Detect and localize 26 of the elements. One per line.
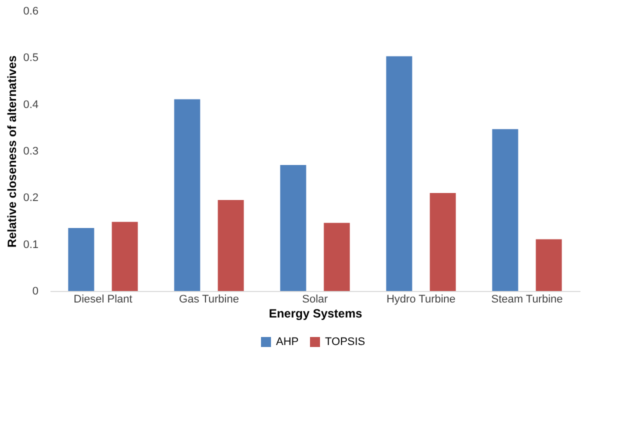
bar xyxy=(536,239,562,291)
bar xyxy=(174,99,200,291)
y-tick-label: 0.4 xyxy=(23,98,38,111)
y-tick-label: 0.3 xyxy=(23,146,38,158)
legend-label: TOPSIS xyxy=(325,336,366,348)
bar xyxy=(430,193,456,291)
y-tick-label: 0.6 xyxy=(23,6,38,18)
y-tick-label: 0 xyxy=(32,286,38,298)
bar xyxy=(386,56,412,291)
x-tick-label: Diesel Plant xyxy=(74,294,132,306)
legend-label: AHP xyxy=(276,336,299,348)
bar xyxy=(112,222,138,291)
x-tick-label: Solar xyxy=(302,294,328,306)
bar xyxy=(324,222,350,291)
x-tick-label: Hydro Turbine xyxy=(386,294,456,306)
y-axis-title: Relative closeness of alternatives xyxy=(5,55,20,248)
y-tick-label: 0.1 xyxy=(23,238,38,251)
x-tick-label: Steam Turbine xyxy=(491,294,563,306)
x-tick-label: Gas Turbine xyxy=(179,294,239,306)
bar xyxy=(492,129,518,291)
bar xyxy=(68,228,94,291)
bar xyxy=(218,200,244,291)
y-tick-label: 0.2 xyxy=(23,192,38,204)
x-axis-title: Energy Systems xyxy=(268,306,363,320)
bar xyxy=(280,165,306,291)
y-tick-label: 0.5 xyxy=(23,52,38,64)
